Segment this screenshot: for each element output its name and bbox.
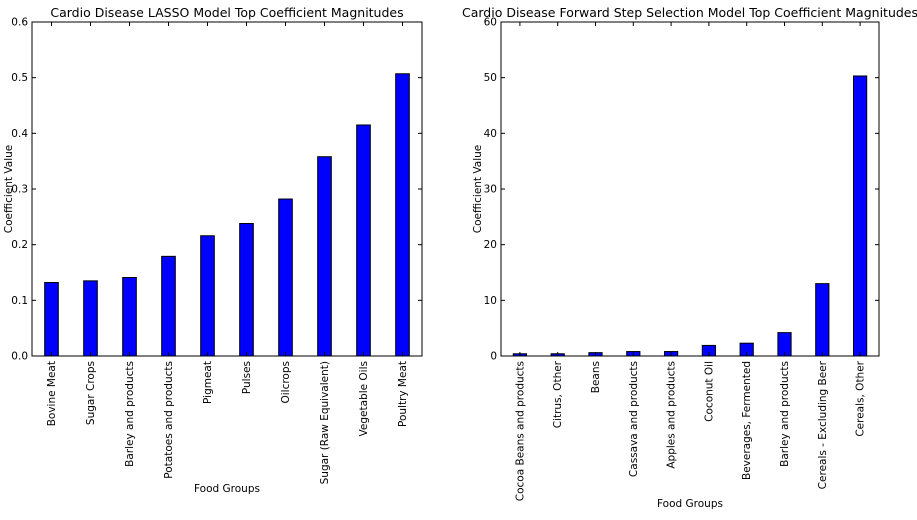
forward-ytick-label: 50 (484, 72, 497, 84)
lasso-bar (83, 280, 98, 357)
forward-ytick-label: 60 (484, 17, 497, 29)
lasso-bar (200, 235, 215, 357)
forward-ytick-label: 20 (484, 239, 497, 251)
lasso-bar (122, 277, 137, 357)
forward-ytick-label: 10 (484, 295, 497, 307)
forward-bar (815, 283, 830, 357)
lasso-xtick-label: Potatoes and products (163, 361, 175, 479)
lasso-ytick-label: 0.6 (11, 17, 28, 29)
lasso-xtick-label: Sugar (Raw Equivalent) (319, 361, 331, 484)
lasso-ytick-label: 0.0 (11, 351, 28, 363)
lasso-bar (356, 124, 371, 357)
forward-x-axis-label: Food Groups (657, 498, 723, 510)
forward-bar (852, 75, 868, 357)
lasso-ytick-label: 0.4 (11, 128, 28, 140)
forward-xtick-label: Coconut Oil (703, 361, 715, 422)
forward-xtick-label: Cassava and products (628, 361, 640, 477)
lasso-bar (161, 255, 176, 357)
forward-ytick-label: 30 (484, 184, 497, 196)
lasso-xtick-label: Oilcrops (280, 361, 292, 404)
lasso-xtick-label: Pulses (241, 361, 253, 394)
forward-ytick-label: 40 (484, 128, 497, 140)
lasso-xtick-label: Barley and products (124, 361, 136, 467)
lasso-axes-frame (31, 21, 423, 357)
lasso-ytick-label: 0.3 (11, 184, 28, 196)
lasso-xtick-label: Sugar Crops (85, 361, 97, 425)
lasso-ytick-label: 0.1 (11, 295, 28, 307)
forward-ytick-label: 0 (490, 351, 497, 363)
lasso-bar (317, 156, 332, 357)
forward-xtick-label: Cocoa Beans and products (514, 361, 526, 501)
forward-axes-frame (500, 21, 880, 357)
lasso-y-axis-label: Coefficient Value (3, 145, 15, 233)
lasso-bar (395, 73, 410, 357)
lasso-chart-title: Cardio Disease LASSO Model Top Coefficie… (50, 5, 403, 20)
forward-xtick-label: Beans (590, 361, 602, 393)
lasso-ytick-label: 0.2 (11, 239, 28, 251)
lasso-xtick-label: Poultry Meat (397, 361, 409, 427)
forward-xtick-label: Cereals - Excluding Beer (817, 360, 829, 489)
forward-xtick-label: Cereals, Other (855, 360, 867, 436)
forward-y-axis-label: Coefficient Value (472, 145, 484, 233)
lasso-bar (239, 223, 254, 357)
forward-chart-title: Cardio Disease Forward Step Selection Mo… (462, 5, 917, 20)
lasso-xtick-label: Vegetable Oils (358, 361, 370, 436)
forward-xtick-label: Beverages, Fermented (741, 361, 753, 480)
forward-xtick-label: Apples and products (666, 361, 678, 469)
lasso-ytick-label: 0.5 (11, 72, 28, 84)
lasso-xtick-label: Bovine Meat (46, 361, 58, 426)
forward-xtick-label: Barley and products (779, 361, 791, 467)
lasso-bar (44, 282, 59, 357)
lasso-xtick-label: Pigmeat (202, 361, 214, 404)
forward-xtick-label: Citrus, Other (552, 360, 564, 428)
lasso-x-axis-label: Food Groups (194, 483, 260, 495)
lasso-bar (278, 198, 293, 357)
